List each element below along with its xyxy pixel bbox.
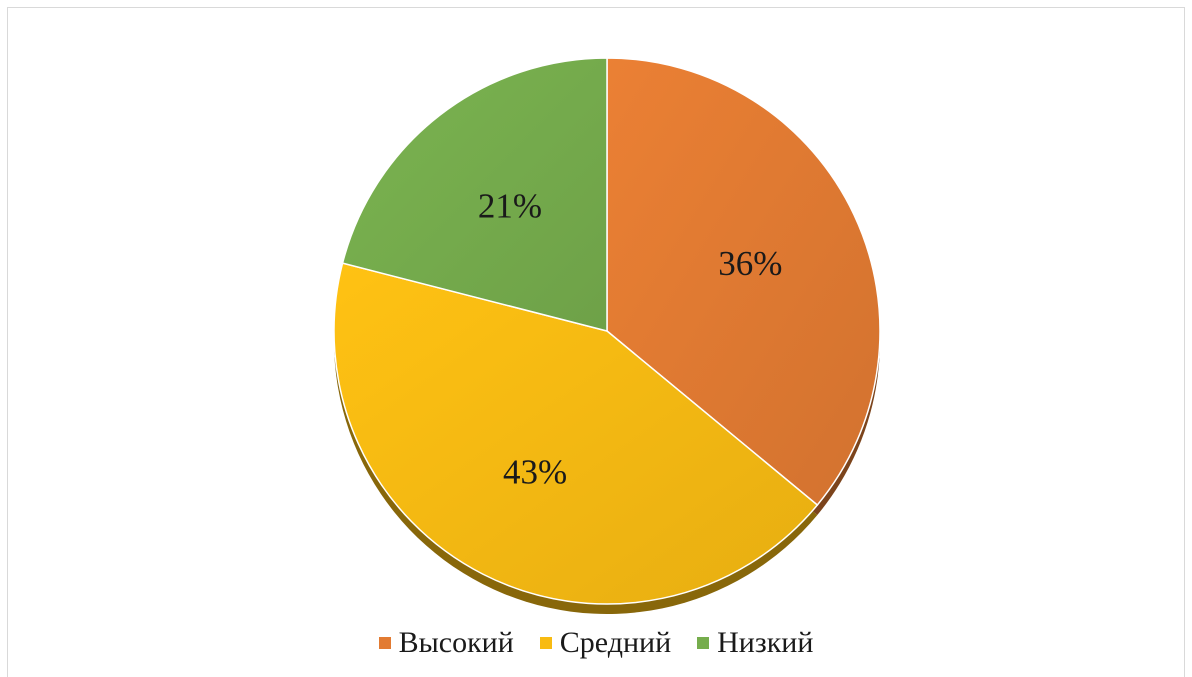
legend-label-Высокий: Высокий	[398, 626, 514, 659]
legend-swatch-Высокий	[378, 637, 391, 649]
legend-item-Высокий: Высокий	[378, 626, 514, 659]
pie-slice-Средний	[333, 262, 819, 605]
chart-frame	[7, 7, 1185, 677]
pie-data-label-Высокий: 36%	[718, 244, 782, 283]
pie-labels-group: 36% 43% 21%	[478, 186, 782, 491]
legend-swatch-Средний	[539, 637, 552, 649]
pie-data-label-Средний: 43%	[503, 453, 567, 492]
pie-slice-Низкий	[341, 57, 608, 332]
pie-slice-Высокий	[606, 57, 881, 507]
legend-item-Низкий: Низкий	[697, 628, 813, 658]
pie-data-label-Низкий: 21%	[478, 186, 542, 225]
legend-label-Низкий: Низкий	[717, 626, 814, 659]
legend-item-Средний: Средний	[539, 626, 672, 659]
legend-swatch-Низкий	[697, 637, 710, 649]
legend-label-Средний: Средний	[559, 626, 672, 659]
pie-slices-group	[333, 57, 881, 605]
legend: Высокий Средний Низкий	[0, 623, 1192, 663]
